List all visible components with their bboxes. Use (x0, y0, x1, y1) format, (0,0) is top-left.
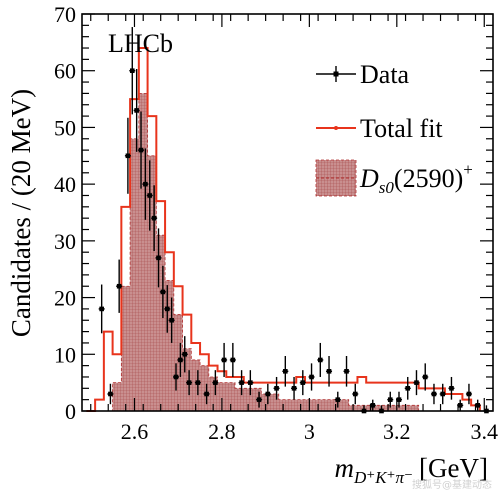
y-tick-label: 50 (54, 115, 76, 140)
legend-fit-marker (334, 126, 338, 130)
data-point (173, 374, 179, 380)
y-tick-label: 40 (54, 172, 76, 197)
data-point (414, 380, 419, 385)
data-point (239, 380, 244, 385)
legend-label-sup: + (463, 160, 473, 179)
data-point (256, 397, 262, 402)
data-point (230, 357, 236, 363)
y-tick-label: 0 (65, 399, 76, 424)
data-point (475, 403, 480, 408)
data-point (431, 391, 437, 397)
plot-frame (81, 13, 494, 412)
x-tick-label: 3.2 (383, 419, 411, 444)
data-point (182, 351, 188, 357)
y-tick-label: 30 (54, 229, 76, 254)
data-point (335, 397, 341, 402)
data-point (370, 403, 376, 408)
data-point (143, 181, 148, 187)
data-point (204, 391, 209, 397)
legend-label-sub: s0 (379, 178, 395, 197)
data-point (108, 391, 113, 397)
x-axis-title-m: m (334, 453, 354, 483)
experiment-label: LHCb (108, 29, 173, 58)
data-point (178, 357, 183, 363)
data-point (160, 289, 166, 295)
data-point (326, 369, 332, 374)
data-point (265, 391, 271, 397)
data-point (405, 386, 411, 391)
data-point (169, 317, 174, 323)
data-point (134, 108, 139, 113)
y-tick-label: 10 (54, 342, 76, 367)
data-point (274, 386, 279, 391)
y-tick-label: 20 (54, 286, 76, 311)
x-axis-title-sub: D⁺K⁺π⁻ (353, 468, 413, 487)
data-point (186, 380, 192, 385)
data-point (317, 357, 323, 363)
data-point (466, 391, 472, 397)
data-point (283, 369, 288, 374)
data-point (116, 283, 122, 289)
legend-label-D: D (359, 164, 379, 193)
legend-label: Total fit (360, 114, 443, 143)
data-point (457, 403, 463, 408)
x-tick-label: 3 (304, 419, 315, 444)
x-tick-label: 3.4 (471, 419, 499, 444)
x-tick-label: 2.6 (121, 419, 149, 444)
legend: Data Total fit Ds0(2590)+ (315, 60, 473, 197)
data-point (138, 147, 144, 153)
data-point (151, 215, 157, 221)
data-point (387, 397, 393, 402)
y-tick-label: 60 (54, 59, 76, 84)
data-point (396, 397, 402, 402)
x-tick-label: 2.8 (208, 419, 236, 444)
watermark: 搜狐号@基建动态 (412, 480, 492, 491)
data-point (300, 380, 306, 385)
data-point (440, 391, 446, 397)
data-point (422, 374, 428, 380)
data-point (156, 255, 161, 261)
data-point (195, 380, 201, 385)
legend-label: Data (360, 60, 410, 89)
data-point (213, 380, 218, 385)
x-axis-title: mD⁺K⁺π⁻ [GeV] (334, 453, 488, 487)
data-point (164, 306, 170, 312)
data-point (129, 68, 135, 74)
data-point (221, 357, 227, 363)
data-point (125, 153, 131, 159)
data-point (291, 386, 297, 391)
data-point (99, 306, 104, 312)
y-axis-title: Candidates / (20 MeV) (6, 89, 36, 337)
data-point (147, 193, 153, 198)
legend-label-mid: (2590) (394, 164, 463, 193)
legend-data-marker (333, 71, 339, 77)
legend-label: Ds0(2590)+ (359, 160, 473, 197)
data-point (309, 374, 314, 380)
data-point (449, 386, 454, 391)
y-tick-label: 70 (54, 2, 76, 27)
data-point (248, 380, 253, 385)
data-point (352, 391, 358, 397)
data-point (344, 369, 349, 374)
x-axis-title-unit: [GeV] (419, 453, 488, 483)
